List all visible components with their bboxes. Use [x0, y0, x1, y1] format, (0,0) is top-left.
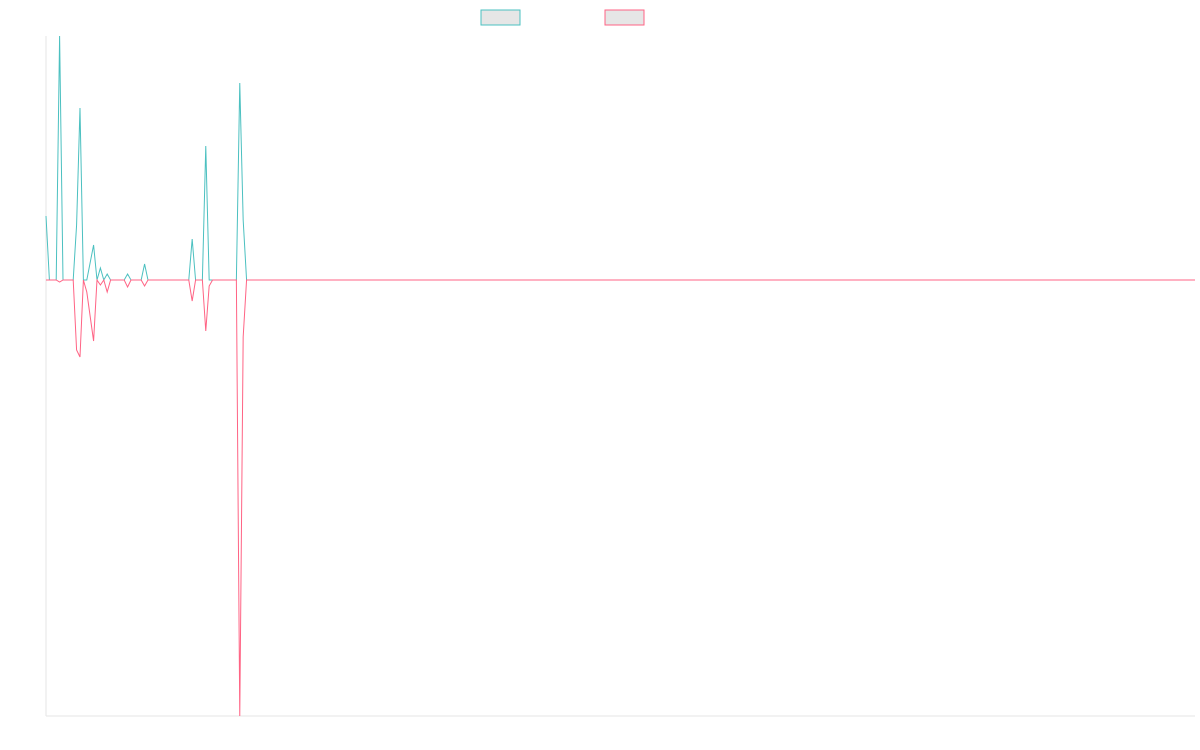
series-line — [45, 35, 1195, 282]
legend-swatch — [480, 9, 521, 26]
series-line — [46, 278, 1195, 717]
legend-swatch — [604, 9, 645, 26]
